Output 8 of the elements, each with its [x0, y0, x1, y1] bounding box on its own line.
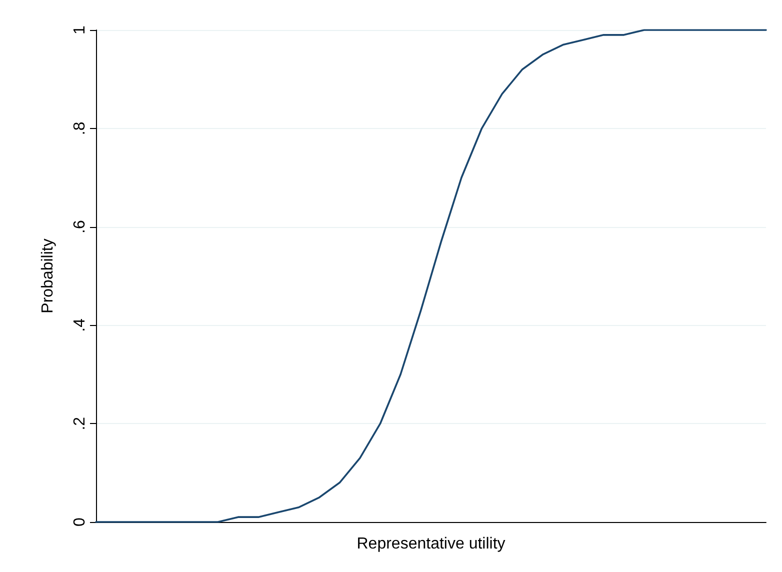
- y-tick-label: .6: [72, 220, 88, 234]
- y-tick-label: .8: [72, 122, 88, 136]
- y-tick-label: .4: [72, 318, 88, 332]
- y-tick-label: 1: [72, 25, 88, 34]
- y-axis-title: Probability: [40, 238, 56, 314]
- y-tick-label: .2: [72, 416, 88, 430]
- x-axis-title: Representative utility: [356, 536, 506, 552]
- y-tick-label: 0: [72, 517, 88, 526]
